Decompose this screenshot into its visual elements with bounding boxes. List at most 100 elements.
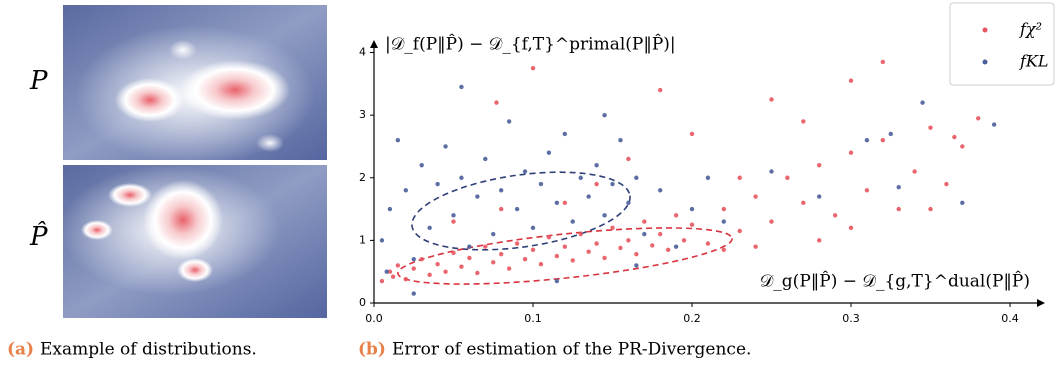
point xyxy=(562,200,568,206)
x-tick-label: 0.3 xyxy=(842,312,860,325)
point xyxy=(384,269,389,274)
point xyxy=(506,266,512,271)
point xyxy=(888,131,893,137)
point xyxy=(451,213,456,218)
point xyxy=(801,200,806,206)
point xyxy=(379,278,385,284)
heatmap-p xyxy=(63,5,327,165)
point xyxy=(506,119,512,124)
heatmap-p-hat xyxy=(60,165,327,318)
point xyxy=(769,169,774,174)
point xyxy=(880,59,886,65)
y-tick-label: 0 xyxy=(359,296,366,309)
point xyxy=(594,241,599,246)
y-tick-label: 3 xyxy=(359,108,366,121)
x-tick-label: 0.2 xyxy=(683,312,701,325)
point xyxy=(626,156,631,162)
point xyxy=(451,250,456,256)
point xyxy=(689,222,695,227)
point xyxy=(848,225,854,231)
point xyxy=(390,274,396,279)
point xyxy=(594,181,599,187)
point xyxy=(411,266,416,271)
point xyxy=(817,238,822,243)
point xyxy=(411,291,416,296)
point xyxy=(960,200,965,206)
point xyxy=(991,122,997,127)
point xyxy=(602,255,607,261)
point xyxy=(737,228,742,234)
point xyxy=(443,269,448,274)
row-label: P̂ xyxy=(29,221,48,252)
point xyxy=(387,206,393,212)
point xyxy=(737,175,742,180)
point xyxy=(618,245,623,251)
point xyxy=(721,247,727,252)
point xyxy=(514,241,520,246)
point xyxy=(920,100,925,105)
point xyxy=(475,194,480,199)
point xyxy=(912,169,917,174)
point xyxy=(602,213,607,218)
point xyxy=(928,125,933,130)
point xyxy=(387,269,393,274)
point xyxy=(435,261,440,267)
point xyxy=(499,206,504,212)
point xyxy=(952,134,957,140)
point xyxy=(483,244,488,249)
point xyxy=(419,256,424,262)
point xyxy=(514,206,520,212)
point xyxy=(817,194,822,199)
legend-marker xyxy=(982,59,988,65)
red-ellipse xyxy=(397,227,733,285)
point xyxy=(530,65,536,71)
point xyxy=(642,219,647,224)
point xyxy=(673,213,679,218)
point xyxy=(681,238,687,243)
point xyxy=(554,200,560,206)
point xyxy=(848,150,854,155)
point xyxy=(435,181,440,187)
point xyxy=(634,263,639,268)
point xyxy=(403,277,409,282)
point xyxy=(658,87,663,93)
point xyxy=(522,256,528,262)
point xyxy=(642,231,647,237)
y-tick-label: 2 xyxy=(359,171,366,184)
point xyxy=(634,175,639,180)
point xyxy=(451,219,456,224)
caption-tag: (a) xyxy=(7,340,34,360)
point xyxy=(801,119,806,124)
point xyxy=(705,175,711,180)
point xyxy=(689,131,695,137)
point xyxy=(618,137,623,143)
blue-ellipse xyxy=(411,171,631,251)
point xyxy=(554,253,560,259)
legend-label: fKL xyxy=(1019,52,1049,71)
point xyxy=(626,238,631,243)
point xyxy=(769,97,774,102)
point xyxy=(475,270,480,276)
point xyxy=(928,206,933,212)
point xyxy=(459,175,464,180)
point xyxy=(427,272,432,278)
point xyxy=(395,137,401,143)
point xyxy=(705,241,711,246)
point xyxy=(896,206,901,212)
point xyxy=(665,247,671,252)
point xyxy=(467,255,472,261)
point xyxy=(443,144,448,149)
point xyxy=(570,219,575,224)
point xyxy=(721,206,727,212)
point xyxy=(411,256,416,262)
point xyxy=(546,150,552,155)
point xyxy=(864,137,870,143)
point xyxy=(491,231,496,237)
point xyxy=(880,137,886,143)
point xyxy=(522,169,528,174)
caption: Example of distributions. xyxy=(40,340,257,360)
point xyxy=(538,261,544,267)
point xyxy=(976,116,981,121)
point xyxy=(594,163,599,168)
caption: Error of estimation of the PR-Divergence… xyxy=(392,340,751,360)
